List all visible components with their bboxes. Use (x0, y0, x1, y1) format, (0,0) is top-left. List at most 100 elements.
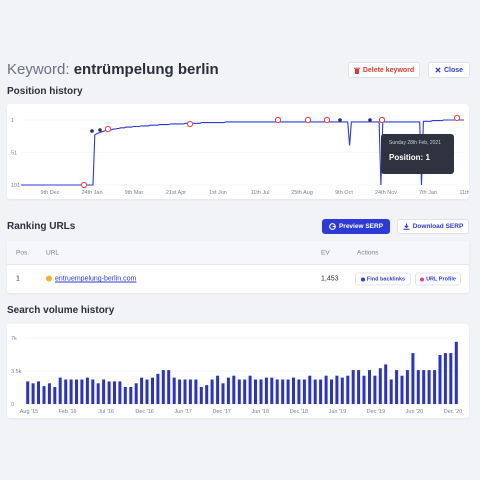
volume-bar (216, 375, 220, 404)
volume-bar (400, 375, 404, 404)
x-tick-label: 9th Oct (335, 190, 353, 196)
y-tick-label: 101 (11, 183, 20, 189)
volume-bar (199, 387, 203, 404)
volume-bar (172, 377, 176, 404)
volume-bar (411, 353, 415, 404)
table-row: 1 entruempelung-berlin.com 1,453 Find ba… (7, 265, 469, 293)
x-tick-label: Jul '16 (98, 409, 114, 415)
x-tick-label: Feb '16 (58, 409, 76, 415)
url-profile-button[interactable]: URL Profile (415, 272, 461, 286)
search-volume-chart[interactable]: 7k 3.5k 0 Aug '15 Feb '16 Jul '16 Dec '16 Jun '… (7, 324, 469, 418)
x-tick-label: Dec '20 (444, 409, 462, 415)
volume-bar (232, 375, 236, 404)
search-volume-card: 7k 3.5k 0 Aug '15 Feb '16 Jul '16 Dec '16 Jun '… (7, 324, 469, 418)
download-icon (403, 223, 410, 230)
page-title: Keyword: entrümpelung berlin (7, 61, 219, 78)
volume-bar (123, 387, 127, 404)
volume-bar (85, 377, 89, 404)
volume-bar (264, 377, 268, 404)
volume-bar (313, 379, 317, 404)
event-marker (90, 129, 94, 133)
y-tick-label: 51 (11, 151, 17, 157)
volume-bar (183, 379, 187, 404)
delete-keyword-button[interactable]: Delete keyword (348, 62, 420, 78)
volume-bar (254, 379, 257, 404)
event-marker (338, 118, 342, 122)
ranking-url-link[interactable]: entruempelung-berlin.com (55, 275, 137, 283)
volume-bar (297, 379, 301, 404)
volume-bar (259, 379, 263, 404)
volume-bar (384, 364, 388, 404)
volume-bar (161, 370, 165, 404)
volume-bar (205, 385, 209, 404)
tooltip-position: Position: 1 (389, 153, 430, 162)
volume-bar (58, 377, 62, 404)
volume-bar (188, 379, 192, 404)
volume-bar (443, 353, 447, 404)
x-tick-label: 11th Jul (251, 190, 270, 196)
volume-bar (373, 375, 377, 404)
volume-bar (281, 379, 285, 404)
volume-bar (118, 381, 122, 404)
google-serp-marker (304, 116, 312, 124)
download-serp-button[interactable]: Download SERP (397, 219, 469, 234)
volume-bar (31, 383, 35, 404)
google-serp-marker (323, 116, 331, 124)
volume-bar (26, 381, 30, 404)
volume-bar (167, 370, 171, 404)
x-tick-label: Aug '15 (20, 409, 38, 415)
table-header: Pos. URL EV Actions (7, 241, 469, 265)
volume-bar (140, 377, 144, 404)
google-serp-marker (186, 120, 194, 128)
col-pos: Pos. (16, 249, 30, 256)
volume-bar (194, 379, 198, 404)
keyword-name: entrümpelung berlin (73, 61, 219, 78)
x-tick-label: Dec '16 (135, 409, 153, 415)
volume-bar (221, 383, 225, 404)
volume-bar (237, 379, 241, 404)
x-tick-label: Jun '17 (174, 409, 192, 415)
volume-bar (378, 368, 382, 404)
x-tick-label: 25th Aug (291, 190, 313, 196)
volume-bar (69, 379, 73, 404)
volume-bar (145, 379, 149, 404)
volume-bar (330, 379, 333, 404)
preview-serp-button[interactable]: Preview SERP (322, 219, 390, 234)
volume-bar (96, 383, 100, 404)
volume-bar (37, 381, 40, 404)
volume-bar (113, 381, 116, 404)
volume-bar (324, 375, 328, 404)
volume-bar (134, 383, 138, 404)
row-url-cell: entruempelung-berlin.com (46, 276, 136, 283)
x-tick-label: Jun '19 (329, 409, 347, 415)
col-url: URL (46, 249, 60, 256)
volume-bar (107, 381, 111, 404)
volume-bar (286, 379, 290, 404)
volume-bar (389, 379, 393, 404)
row-pos: 1 (16, 275, 20, 283)
volume-bar (357, 370, 361, 404)
volume-bar (340, 377, 344, 404)
volume-bar (395, 370, 399, 404)
event-marker (368, 118, 372, 122)
google-serp-marker (378, 116, 386, 124)
close-button[interactable]: Close (428, 62, 470, 78)
volume-bar (308, 375, 312, 404)
volume-bar (210, 379, 214, 404)
volume-bar (302, 379, 306, 404)
x-tick-label: Dec '19 (367, 409, 385, 415)
x-tick-label: Jun '20 (406, 409, 424, 415)
volume-bar (362, 375, 366, 404)
find-backlinks-button[interactable]: Find backlinks (355, 272, 411, 286)
event-marker (98, 128, 102, 132)
x-tick-label: Dec '17 (212, 409, 230, 415)
search-volume-title: Search volume history (7, 305, 115, 316)
x-tick-label: 24th Jan (81, 190, 102, 196)
y-tick-label: 3.5k (11, 369, 22, 375)
volume-bar (351, 370, 355, 404)
favicon-icon (46, 275, 52, 282)
volume-bar (346, 375, 350, 404)
position-line (21, 119, 464, 186)
x-tick-label: 9th Mar (125, 190, 144, 196)
volume-bar (243, 379, 247, 404)
